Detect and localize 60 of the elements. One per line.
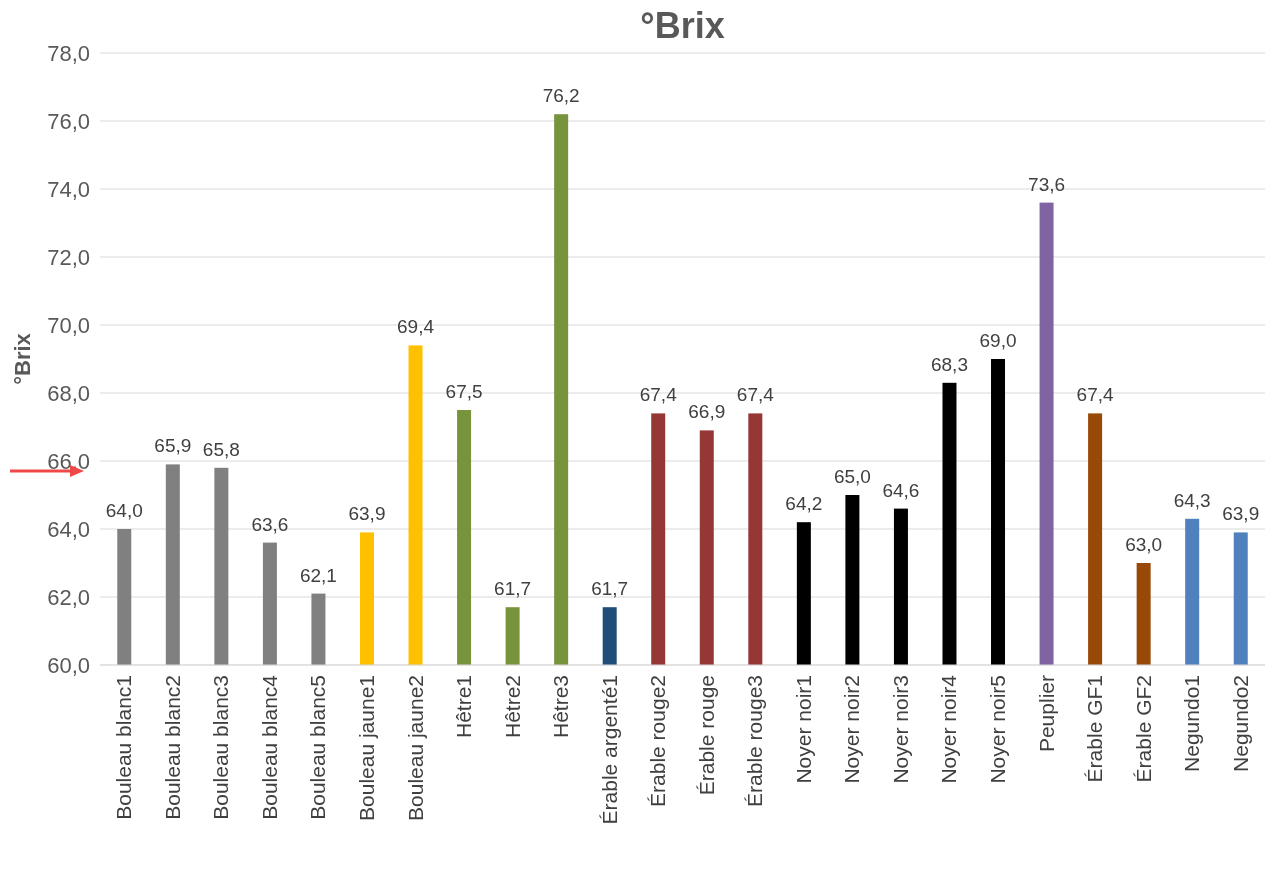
x-tick-label: Érable rouge3 — [743, 675, 767, 807]
y-axis-title: °Brix — [10, 332, 35, 385]
data-label: 63,9 — [348, 503, 386, 525]
data-label: 64,6 — [882, 479, 920, 501]
x-tick-label: Bouleau blanc2 — [160, 675, 184, 820]
x-tick-label: Bouleau blanc1 — [112, 675, 136, 820]
x-tick-label: Bouleau blanc4 — [257, 674, 281, 820]
x-tick-label: Érable rouge — [694, 675, 718, 796]
y-tick-label: 64,0 — [47, 516, 90, 542]
data-label: 67,5 — [445, 381, 483, 402]
chart-title: °Brix — [640, 5, 725, 46]
x-tick-label: Érable rouge2 — [646, 675, 670, 807]
data-label: 64,2 — [785, 493, 823, 515]
x-tick-label: Érable GF2 — [1131, 675, 1155, 783]
data-label: 67,4 — [639, 384, 678, 406]
x-tick-label: Érable argenté1 — [597, 675, 621, 825]
data-label: 69,4 — [397, 316, 435, 338]
data-label: 69,0 — [979, 330, 1017, 351]
y-tick-label: 60,0 — [47, 652, 90, 678]
x-tick-label: Bouleau blanc5 — [306, 675, 330, 820]
x-tick-label: Hêtre3 — [549, 675, 573, 739]
y-tick-label: 62,0 — [47, 584, 90, 610]
data-label: 65,9 — [154, 435, 192, 457]
data-label: 63,6 — [251, 513, 289, 535]
x-tick-label: Hêtre1 — [452, 675, 476, 739]
x-tick-label: Noyer noir2 — [840, 675, 864, 784]
y-tick-label: 66,0 — [47, 448, 90, 474]
data-label: 64,3 — [1173, 489, 1211, 511]
x-tick-label: Noyer noir4 — [937, 674, 961, 784]
x-tick-label: Noyer noir5 — [986, 675, 1010, 784]
x-tick-label: Negundo1 — [1180, 675, 1204, 772]
data-label: 65,0 — [833, 466, 871, 487]
x-tick-label: Érable GF1 — [1083, 675, 1107, 783]
data-label: 65,8 — [202, 438, 240, 460]
y-tick-label: 68,0 — [47, 380, 90, 406]
x-tick-label: Noyer noir1 — [791, 675, 815, 784]
data-label: 66,9 — [688, 401, 726, 423]
y-tick-label: 74,0 — [47, 176, 90, 202]
x-tick-label: Bouleau jaune1 — [354, 675, 378, 821]
y-tick-label: 70,0 — [47, 312, 90, 338]
y-tick-label: 72,0 — [47, 244, 90, 270]
data-label: 67,4 — [1076, 384, 1115, 406]
data-label: 64,0 — [105, 500, 143, 521]
x-tick-label: Bouleau jaune2 — [403, 675, 427, 821]
x-tick-label: Hêtre2 — [500, 675, 524, 739]
x-tick-label: Noyer noir3 — [888, 675, 912, 784]
x-tick-label: Bouleau blanc3 — [209, 675, 233, 820]
y-tick-label: 76,0 — [47, 108, 90, 134]
data-label: 68,3 — [930, 353, 968, 375]
data-label: 62,1 — [299, 564, 337, 586]
data-label: 63,9 — [1222, 503, 1260, 525]
data-label: 63,0 — [1125, 534, 1163, 555]
data-label: 76,2 — [542, 85, 580, 107]
data-label: 61,7 — [591, 578, 629, 600]
data-label: 73,6 — [1028, 173, 1066, 195]
data-label: 67,4 — [736, 384, 775, 406]
x-tick-label: Negundo2 — [1228, 675, 1252, 772]
x-tick-label: Peuplier — [1034, 675, 1058, 753]
data-label: 61,7 — [494, 578, 532, 600]
y-tick-label: 78,0 — [47, 40, 90, 66]
